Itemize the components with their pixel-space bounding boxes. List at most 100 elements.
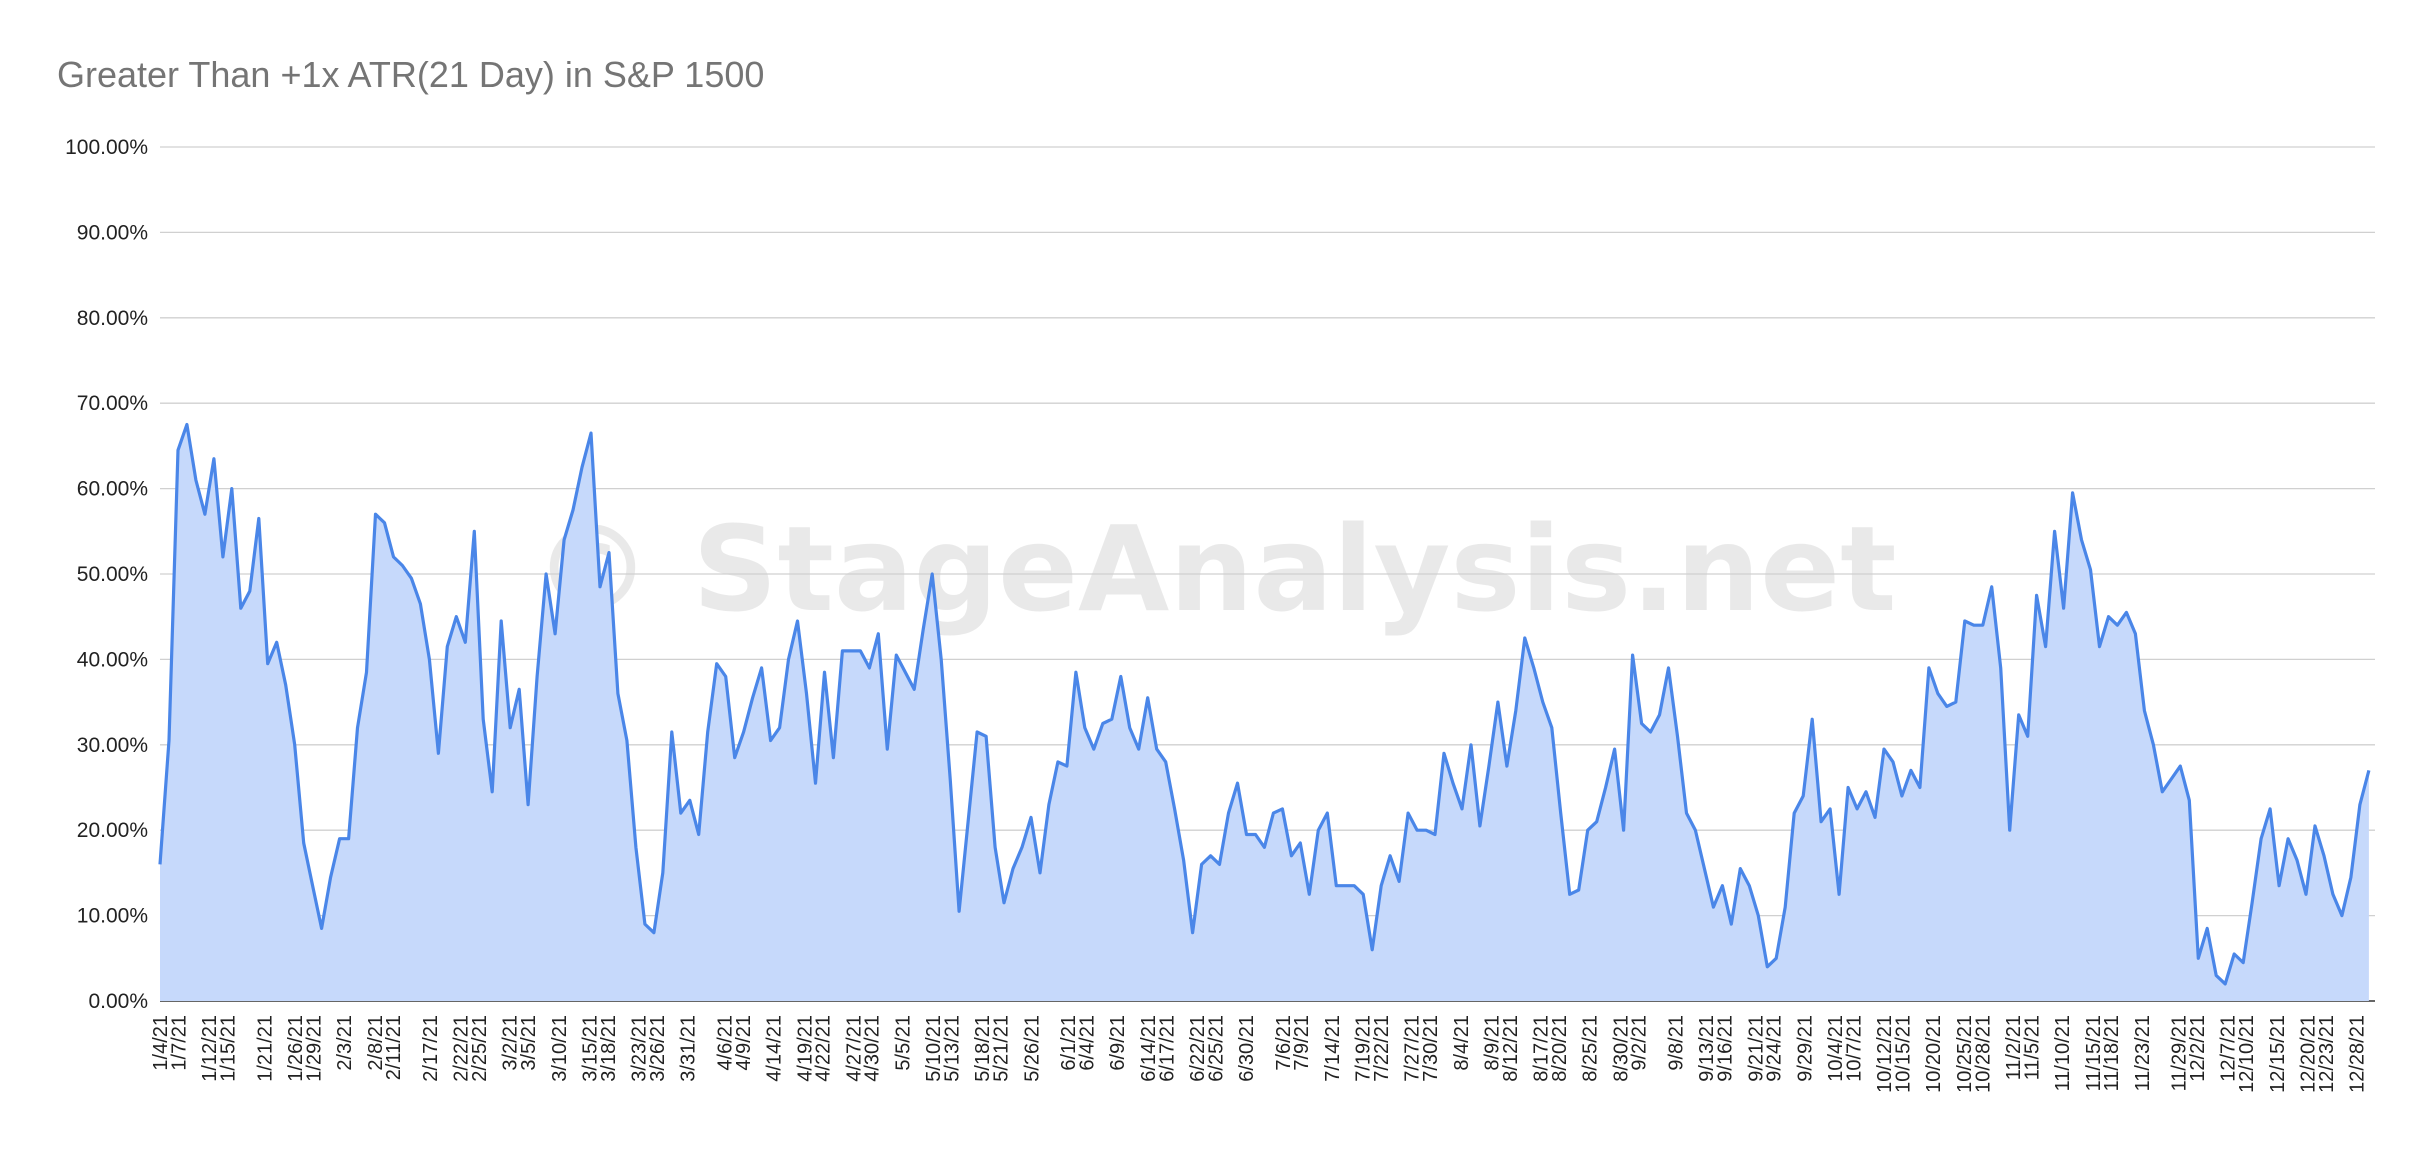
x-tick-label: 2/8/21 <box>365 1015 387 1071</box>
y-tick-label: 10.00% <box>77 905 148 928</box>
x-tick-label: 11/2/21 <box>2003 1015 2025 1080</box>
x-tick-label: 3/10/21 <box>549 1015 571 1082</box>
x-tick-label: 11/29/21 <box>2169 1015 2191 1091</box>
x-tick-label: 12/2/21 <box>2187 1015 2209 1082</box>
x-tick-label: 9/24/21 <box>1764 1015 1786 1082</box>
y-tick-label: 100.00% <box>65 136 148 159</box>
y-tick-label: 30.00% <box>77 734 148 757</box>
series-area-fill <box>160 424 2369 1001</box>
x-tick-label: 9/21/21 <box>1745 1015 1767 1082</box>
watermark-text: © StageAnalysis.net <box>533 500 1897 638</box>
series-line <box>158 422 2371 986</box>
x-tick-label: 9/2/21 <box>1629 1015 1651 1071</box>
x-tick-label: 4/27/21 <box>843 1015 865 1082</box>
chart-title: Greater Than +1x ATR(21 Day) in S&P 1500 <box>57 54 765 95</box>
x-tick-label: 10/25/21 <box>1954 1015 1976 1093</box>
x-tick-label: 1/26/21 <box>285 1015 307 1082</box>
x-tick-label: 5/21/21 <box>991 1015 1013 1082</box>
x-tick-label: 1/15/21 <box>217 1015 239 1082</box>
x-tick-label: 2/22/21 <box>451 1015 473 1082</box>
x-tick-label: 10/20/21 <box>1923 1015 1945 1093</box>
x-tick-label: 7/9/21 <box>1291 1015 1313 1071</box>
x-tick-label: 12/7/21 <box>2218 1015 2240 1082</box>
x-tick-label: 1/4/21 <box>150 1015 172 1071</box>
x-tick-label: 8/9/21 <box>1481 1015 1503 1071</box>
x-tick-label: 5/5/21 <box>892 1015 914 1071</box>
x-tick-label: 12/28/21 <box>2347 1015 2369 1093</box>
x-tick-label: 5/10/21 <box>923 1015 945 1082</box>
x-tick-label: 3/2/21 <box>500 1015 522 1071</box>
y-tick-label: 70.00% <box>77 392 148 415</box>
series-area <box>160 424 2369 1001</box>
y-tick-label: 50.00% <box>77 563 148 586</box>
x-tick-label: 3/5/21 <box>518 1015 540 1071</box>
x-tick-label: 11/5/21 <box>2021 1015 2043 1080</box>
x-tick-label: 6/4/21 <box>1076 1015 1098 1071</box>
x-tick-label: 1/12/21 <box>199 1015 221 1082</box>
x-tick-label: 11/18/21 <box>2101 1015 2123 1091</box>
x-tick-label: 7/19/21 <box>1353 1015 1375 1082</box>
series-line-path <box>158 422 2371 986</box>
x-tick-label: 3/26/21 <box>647 1015 669 1082</box>
y-axis-ticks: 0.00% 10.00% 20.00% 30.00% 40.00% 50.00% 60.00… <box>65 136 148 1013</box>
x-tick-label: 6/25/21 <box>1205 1015 1227 1082</box>
x-tick-label: 8/17/21 <box>1531 1015 1553 1082</box>
x-tick-label: 10/15/21 <box>1893 1015 1915 1093</box>
x-tick-label: 6/9/21 <box>1107 1015 1129 1071</box>
x-tick-label: 10/28/21 <box>1972 1015 1994 1093</box>
x-tick-label: 6/1/21 <box>1058 1015 1080 1071</box>
x-tick-label: 7/14/21 <box>1322 1015 1344 1082</box>
x-tick-label: 2/17/21 <box>420 1015 442 1082</box>
y-tick-label: 0.00% <box>88 990 148 1013</box>
x-tick-label: 12/15/21 <box>2267 1015 2289 1093</box>
x-tick-label: 1/21/21 <box>254 1015 276 1082</box>
x-tick-label: 12/20/21 <box>2298 1015 2320 1093</box>
x-tick-label: 12/23/21 <box>2316 1015 2338 1093</box>
y-tick-label: 80.00% <box>77 307 148 330</box>
x-tick-label: 9/13/21 <box>1696 1015 1718 1082</box>
x-tick-label: 4/6/21 <box>714 1015 736 1071</box>
x-tick-label: 4/22/21 <box>813 1015 835 1082</box>
x-tick-label: 3/31/21 <box>678 1015 700 1082</box>
x-axis-ticks: 1/4/211/7/21 1/12/211/15/21 1/21/21 1/26/21… <box>150 1015 2369 1093</box>
x-tick-label: 7/22/21 <box>1371 1015 1393 1082</box>
x-tick-label: 1/7/21 <box>168 1015 190 1071</box>
x-tick-label: 6/22/21 <box>1187 1015 1209 1082</box>
x-tick-label: 7/30/21 <box>1420 1015 1442 1082</box>
x-tick-label: 10/7/21 <box>1843 1015 1865 1082</box>
x-tick-label: 5/26/21 <box>1021 1015 1043 1082</box>
x-tick-label: 8/4/21 <box>1451 1015 1473 1071</box>
x-tick-label: 7/27/21 <box>1402 1015 1424 1082</box>
x-tick-label: 9/16/21 <box>1715 1015 1737 1082</box>
x-tick-label: 11/10/21 <box>2052 1015 2074 1091</box>
x-tick-label: 8/20/21 <box>1549 1015 1571 1082</box>
x-tick-label: 10/12/21 <box>1874 1015 1896 1093</box>
x-tick-label: 5/13/21 <box>942 1015 964 1082</box>
x-tick-label: 5/18/21 <box>972 1015 994 1082</box>
x-tick-label: 2/3/21 <box>334 1015 356 1071</box>
x-tick-label: 3/23/21 <box>629 1015 651 1082</box>
x-tick-label: 4/14/21 <box>764 1015 786 1082</box>
x-tick-label: 1/29/21 <box>303 1015 325 1082</box>
x-tick-label: 11/23/21 <box>2132 1015 2154 1091</box>
x-tick-label: 8/30/21 <box>1610 1015 1632 1082</box>
x-tick-label: 3/15/21 <box>580 1015 602 1082</box>
x-tick-label: 9/8/21 <box>1666 1015 1688 1071</box>
x-tick-label: 2/25/21 <box>469 1015 491 1082</box>
x-tick-label: 4/30/21 <box>862 1015 884 1082</box>
x-tick-label: 9/29/21 <box>1794 1015 1816 1082</box>
y-tick-label: 60.00% <box>77 478 148 501</box>
x-tick-label: 11/15/21 <box>2083 1015 2105 1091</box>
y-tick-label: 90.00% <box>77 221 148 244</box>
x-tick-label: 6/14/21 <box>1138 1015 1160 1082</box>
x-tick-label: 3/18/21 <box>598 1015 620 1082</box>
x-tick-label: 7/6/21 <box>1273 1015 1295 1071</box>
y-tick-label: 20.00% <box>77 819 148 842</box>
x-tick-label: 8/25/21 <box>1580 1015 1602 1082</box>
x-tick-label: 8/12/21 <box>1500 1015 1522 1082</box>
x-tick-label: 6/30/21 <box>1236 1015 1258 1082</box>
x-tick-label: 10/4/21 <box>1825 1015 1847 1082</box>
x-tick-label: 2/11/21 <box>383 1015 405 1080</box>
x-tick-label: 6/17/21 <box>1156 1015 1178 1082</box>
